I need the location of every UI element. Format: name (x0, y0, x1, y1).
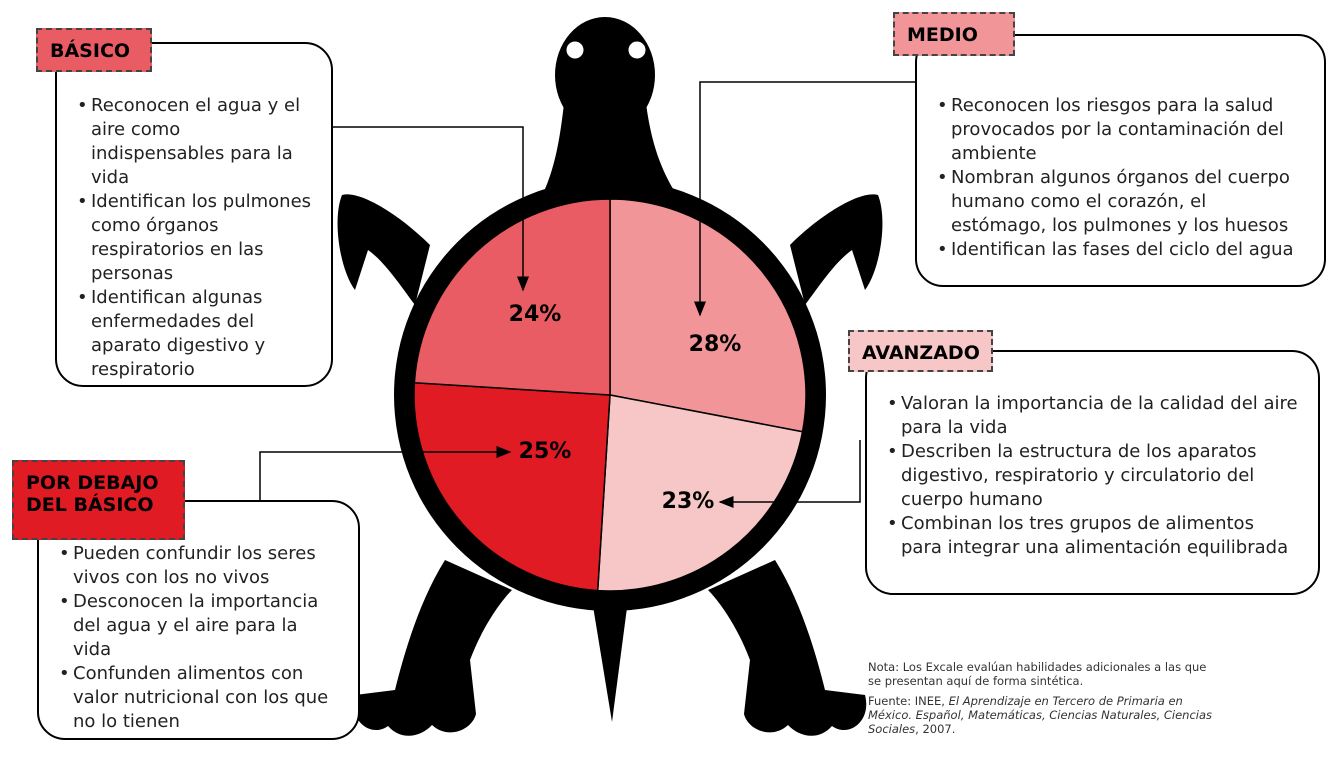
note: Nota: Los Excale evalúan habilidades adi… (868, 660, 1218, 688)
pie-slice (610, 199, 806, 432)
bullet: Reconocen los riesgos para la salud prov… (937, 94, 1306, 166)
bullet-list: Valoran la importancia de la calidad del… (887, 392, 1300, 560)
legend-label: AVANZADO (848, 330, 993, 372)
source: Fuente: INEE, El Aprendizaje en Tercero … (868, 694, 1218, 736)
bullet: Combinan los tres grupos de alimentos pa… (887, 512, 1300, 560)
bullet: Identifican las fases del ciclo del agua (937, 238, 1306, 262)
legend-label: BÁSICO (36, 28, 152, 72)
data-label: 24% (509, 302, 562, 327)
infographic: 28% 23% 25% 24% Reconocen los riesgos para … (0, 0, 1328, 765)
bullet: Identifican algunas enfermedades del apa… (77, 286, 313, 382)
bullet: Desconocen la importancia del agua y el … (59, 590, 340, 662)
pie-slice (414, 383, 610, 591)
legend-label: POR DEBAJO DEL BÁSICO (12, 460, 185, 540)
bullet: Identifican los pulmones como órganos re… (77, 190, 313, 286)
data-label: 25% (519, 439, 572, 464)
bullet: Reconocen el agua y el aire como indispe… (77, 94, 313, 190)
bullet: Confunden alimentos con valor nutriciona… (59, 662, 340, 734)
level-box: Reconocen los riesgos para la salud prov… (915, 34, 1326, 287)
bullet-list: Reconocen el agua y el aire como indispe… (77, 94, 313, 382)
bullet: Describen la estructura de los aparatos … (887, 440, 1300, 512)
pie-slice (414, 199, 610, 395)
bullet: Valoran la importancia de la calidad del… (887, 392, 1300, 440)
eye (627, 40, 647, 60)
source-prefix: Fuente: INEE, (868, 694, 949, 708)
bullet-list: Pueden confundir los seres vivos con los… (59, 542, 340, 734)
bullet: Nombran algunos órganos del cuerpo human… (937, 166, 1306, 238)
data-label: 28% (689, 332, 742, 357)
legend-label: MEDIO (893, 12, 1015, 56)
level-box: Reconocen el agua y el aire como indispe… (55, 42, 333, 387)
level-box: Valoran la importancia de la calidad del… (865, 350, 1320, 595)
source-suffix: , 2007. (915, 722, 955, 736)
bullet: Pueden confundir los seres vivos con los… (59, 542, 340, 590)
data-label: 23% (662, 489, 715, 514)
eye (565, 40, 585, 60)
bullet-list: Reconocen los riesgos para la salud prov… (937, 94, 1306, 262)
